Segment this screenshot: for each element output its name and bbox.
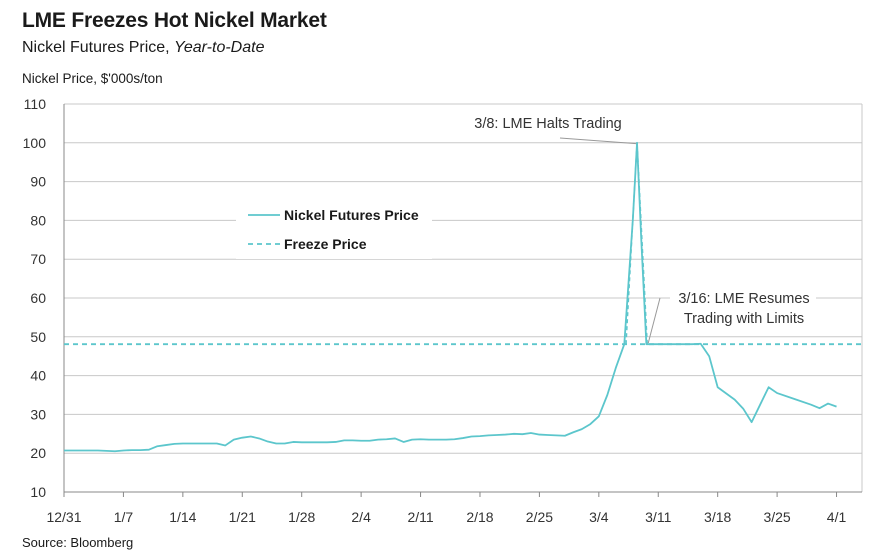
y-axis-label: Nickel Price, $'000s/ton bbox=[22, 71, 163, 86]
y-tick-label: 90 bbox=[30, 174, 46, 190]
x-tick-label: 3/4 bbox=[589, 509, 609, 525]
x-tick-label: 3/25 bbox=[763, 509, 790, 525]
annotation-resume-bg bbox=[670, 289, 816, 329]
x-tick-label: 2/25 bbox=[526, 509, 553, 525]
x-tick-label: 3/18 bbox=[704, 509, 731, 525]
x-tick-label: 2/4 bbox=[351, 509, 371, 525]
legend-label-freeze: Freeze Price bbox=[284, 236, 367, 252]
y-tick-label: 100 bbox=[23, 135, 47, 151]
subtitle-main: Nickel Futures Price, bbox=[22, 39, 175, 56]
nickel-futures-line bbox=[64, 141, 837, 453]
x-tick-label: 3/11 bbox=[645, 509, 671, 525]
x-tick-label: 1/21 bbox=[229, 509, 256, 525]
x-tick-label: 1/7 bbox=[114, 509, 134, 525]
x-tick-label: 2/18 bbox=[466, 509, 493, 525]
y-tick-label: 40 bbox=[30, 368, 46, 384]
annotation-resume-line2: Trading with Limits bbox=[684, 311, 804, 327]
annotation-halt-leader bbox=[559, 137, 639, 145]
x-tick-label: 1/14 bbox=[169, 509, 196, 525]
chart-subtitle: Nickel Futures Price, Year-to-Date bbox=[22, 39, 264, 57]
annotation-halt-label: 3/8: LME Halts Trading bbox=[474, 116, 622, 132]
x-tick-label: 4/1 bbox=[827, 509, 847, 525]
y-tick-label: 110 bbox=[24, 96, 47, 112]
y-tick-label: 20 bbox=[30, 445, 46, 461]
y-tick-label: 60 bbox=[30, 290, 46, 306]
annotation-resume-leader bbox=[647, 297, 661, 344]
x-tick-label: 1/28 bbox=[288, 509, 315, 525]
annotation-resume-line1: 3/16: LME Resumes bbox=[678, 291, 809, 307]
subtitle-italic: Year-to-Date bbox=[174, 39, 265, 56]
x-tick-label: 2/11 bbox=[407, 509, 433, 525]
chart-title: LME Freezes Hot Nickel Market bbox=[22, 9, 327, 32]
y-tick-label: 70 bbox=[30, 251, 46, 267]
legend-label-nickel: Nickel Futures Price bbox=[284, 207, 419, 223]
legend-bg bbox=[236, 203, 432, 259]
y-tick-label: 30 bbox=[30, 406, 46, 422]
annotation-halt-bg bbox=[468, 113, 628, 133]
source-note: Source: Bloomberg bbox=[22, 535, 134, 550]
x-tick-label: 12/31 bbox=[46, 509, 81, 525]
y-tick-label: 80 bbox=[30, 212, 46, 228]
y-tick-label: 10 bbox=[30, 484, 46, 500]
y-tick-label: 50 bbox=[30, 329, 46, 345]
